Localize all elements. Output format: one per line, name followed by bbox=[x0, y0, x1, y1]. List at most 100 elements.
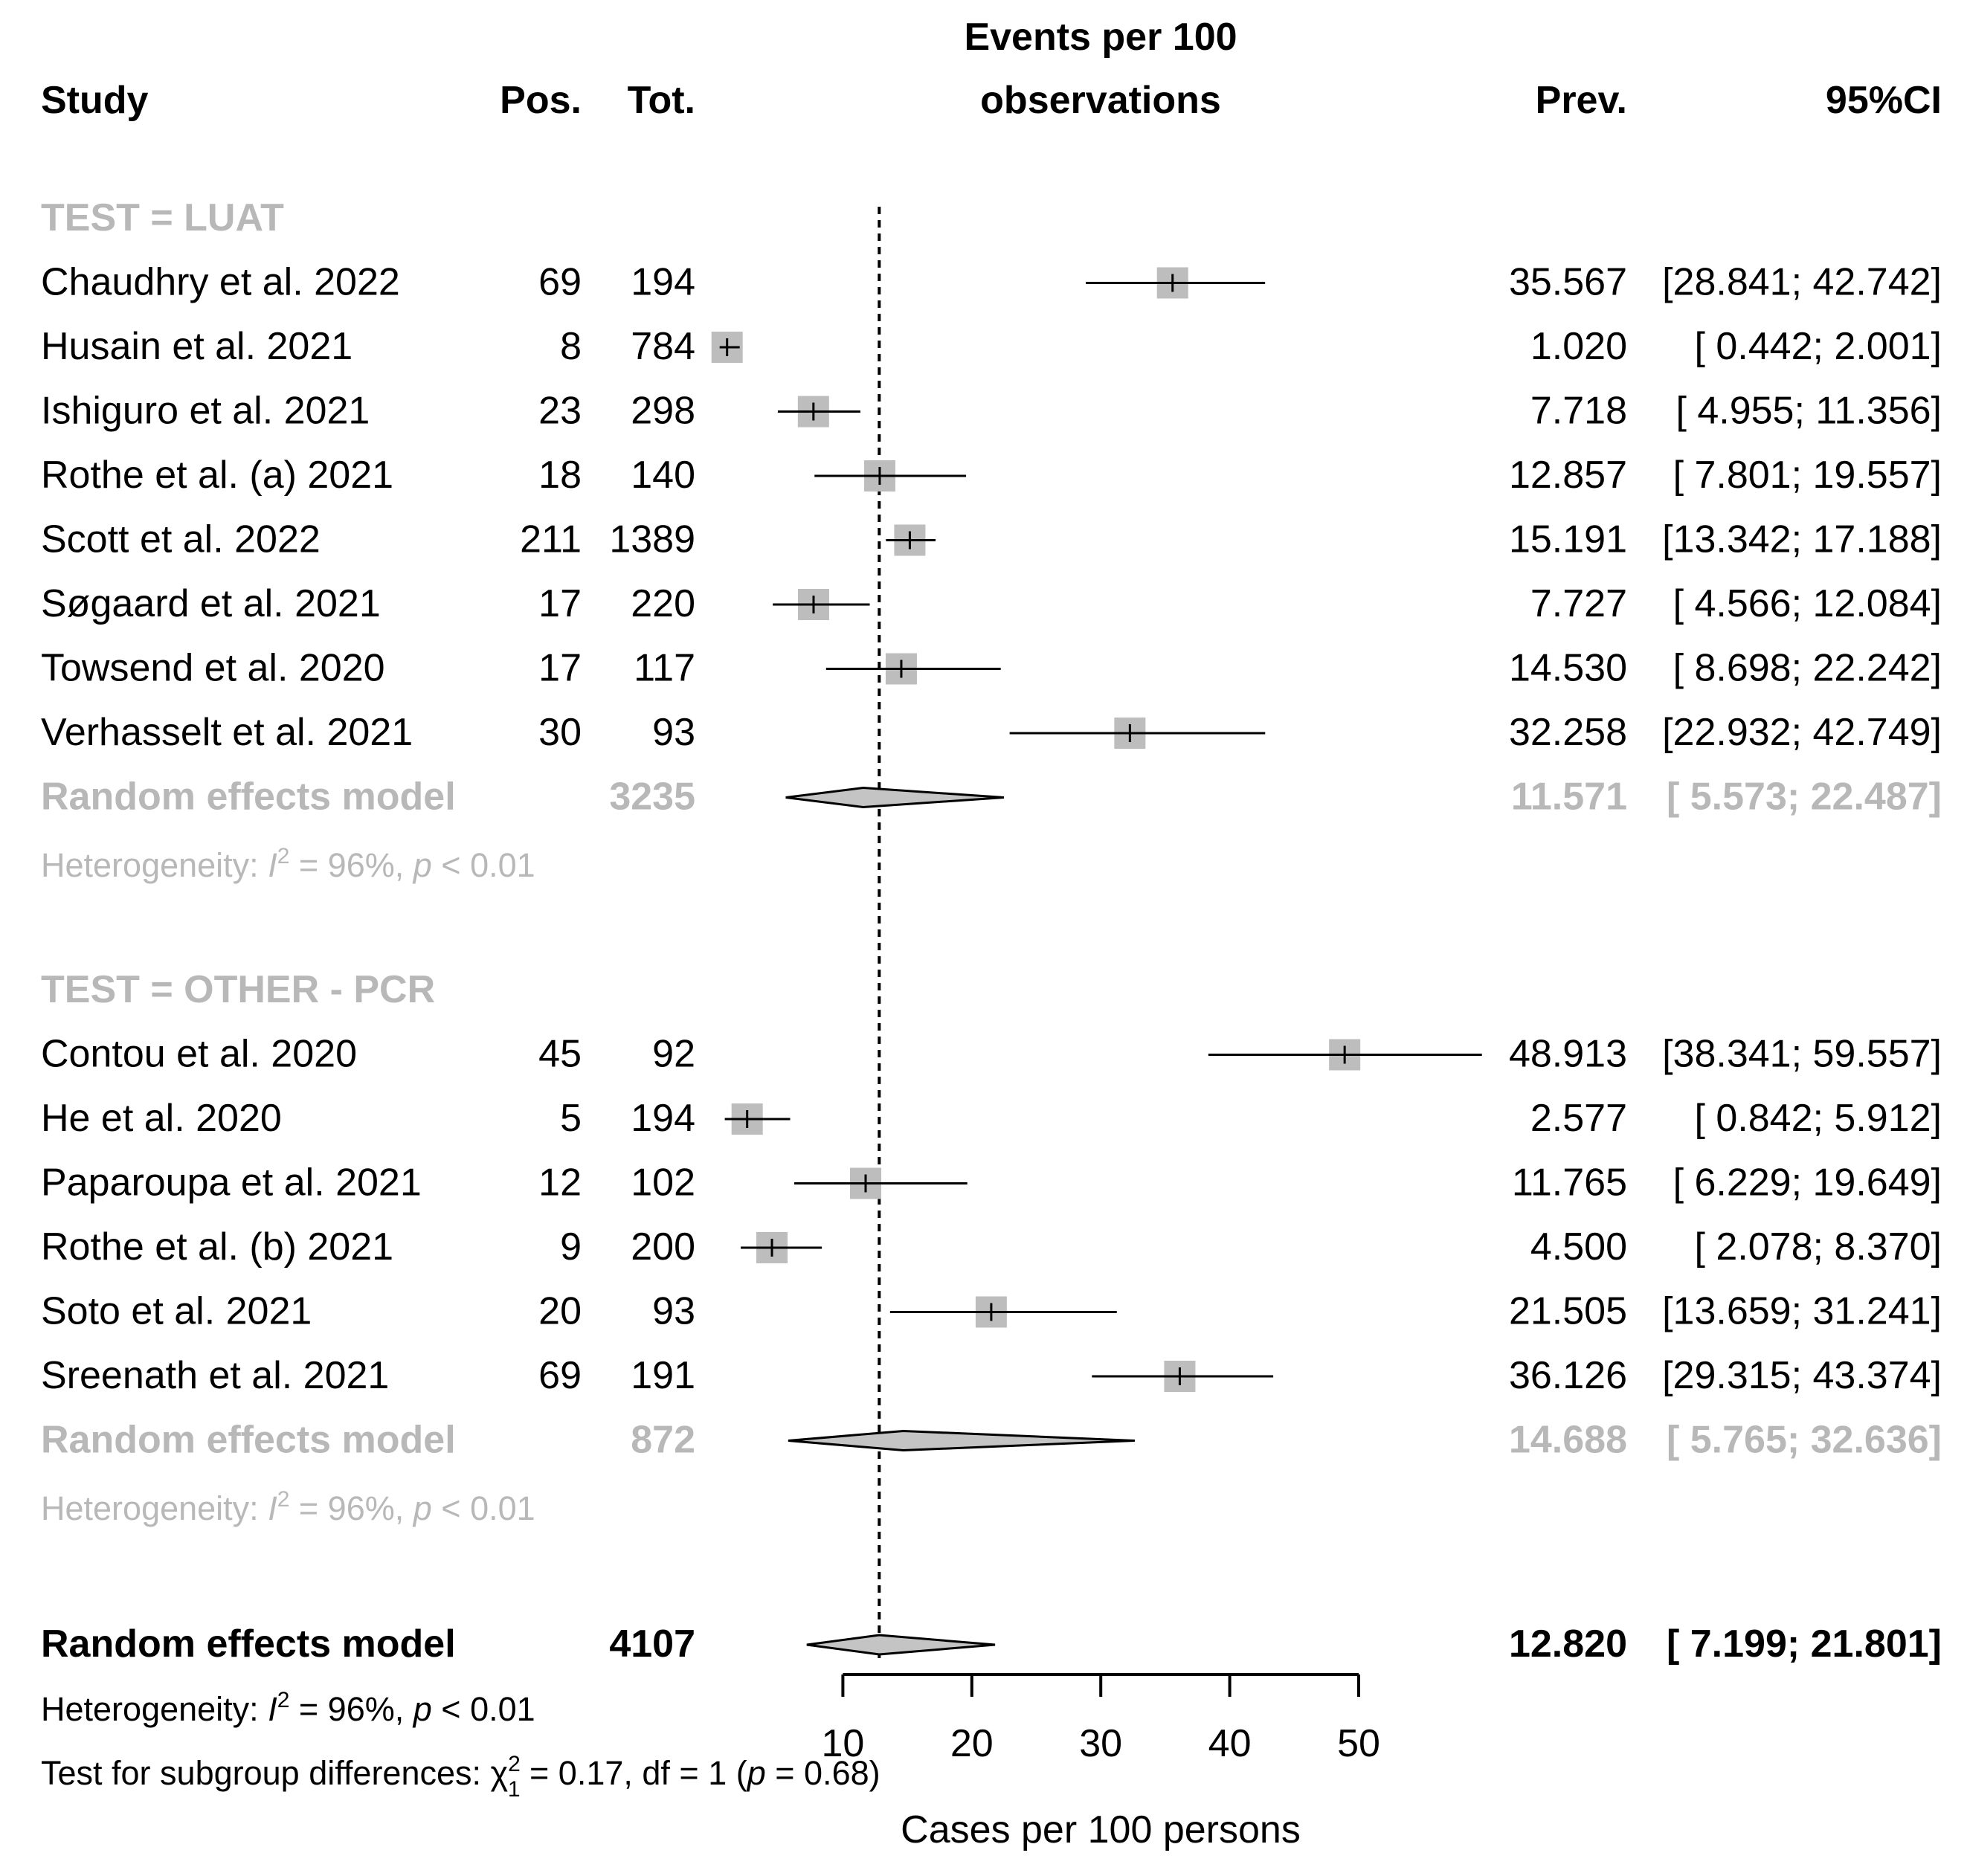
study-prev: 15.191 bbox=[1509, 518, 1627, 561]
header-ci: 95%CI bbox=[1826, 79, 1942, 122]
study-ci: [ 7.801; 19.557] bbox=[1673, 454, 1942, 497]
study-tot: 220 bbox=[631, 582, 695, 625]
header-plot-line2: observations bbox=[980, 79, 1221, 122]
study-prev: 32.258 bbox=[1509, 711, 1627, 754]
study-pos: 69 bbox=[538, 1354, 582, 1397]
study-prev: 21.505 bbox=[1509, 1290, 1627, 1333]
study-name: Ishiguro et al. 2021 bbox=[41, 390, 370, 433]
study-name: Rothe et al. (a) 2021 bbox=[41, 454, 393, 497]
study-prev: 7.718 bbox=[1530, 390, 1627, 433]
study-name: Chaudhry et al. 2022 bbox=[41, 261, 400, 304]
study-prev: 11.765 bbox=[1512, 1161, 1627, 1205]
study-tot: 200 bbox=[631, 1225, 695, 1269]
x-axis-tick-label: 30 bbox=[1079, 1722, 1122, 1765]
study-tot: 140 bbox=[631, 454, 695, 497]
subgroup-model-ci: [ 5.765; 32.636] bbox=[1667, 1419, 1942, 1462]
subgroup-label: TEST = LUAT bbox=[41, 196, 284, 239]
x-axis-tick-label: 50 bbox=[1337, 1722, 1380, 1765]
study-name: Verhasselt et al. 2021 bbox=[41, 711, 413, 754]
study-pos: 23 bbox=[538, 390, 582, 433]
study-prev: 36.126 bbox=[1509, 1354, 1627, 1397]
study-ci: [ 4.566; 12.084] bbox=[1673, 582, 1942, 625]
study-prev: 12.857 bbox=[1509, 454, 1627, 497]
study-pos: 69 bbox=[538, 261, 582, 304]
study-name: He et al. 2020 bbox=[41, 1097, 282, 1140]
subgroup-heterogeneity: Heterogeneity: I2 = 96%, p < 0.01 bbox=[41, 844, 535, 884]
study-tot: 102 bbox=[631, 1161, 695, 1205]
study-ci: [ 0.442; 2.001] bbox=[1695, 325, 1942, 368]
study-ci: [ 4.955; 11.356] bbox=[1675, 390, 1942, 433]
study-name: Sreenath et al. 2021 bbox=[41, 1354, 389, 1397]
subgroup-differences-test: Test for subgroup differences: χ2 1 = 0.1… bbox=[41, 1752, 881, 1802]
study-pos: 18 bbox=[538, 454, 582, 497]
overall-model-label: Random effects model bbox=[41, 1622, 456, 1666]
study-ci: [ 0.842; 5.912] bbox=[1695, 1097, 1942, 1140]
study-name: Søgaard et al. 2021 bbox=[41, 582, 381, 625]
x-axis-tick-label: 40 bbox=[1208, 1722, 1252, 1765]
study-name: Paparoupa et al. 2021 bbox=[41, 1161, 422, 1205]
study-name: Soto et al. 2021 bbox=[41, 1290, 312, 1333]
subgroup-model-tot: 872 bbox=[631, 1419, 695, 1462]
study-pos: 12 bbox=[538, 1161, 582, 1205]
subgroup-heterogeneity: Heterogeneity: I2 = 96%, p < 0.01 bbox=[41, 1487, 535, 1527]
study-prev: 35.567 bbox=[1509, 261, 1627, 304]
study-prev: 7.727 bbox=[1530, 582, 1627, 625]
study-ci: [28.841; 42.742] bbox=[1662, 261, 1942, 304]
x-axis-tick-label: 20 bbox=[950, 1722, 994, 1765]
subgroup-label: TEST = OTHER - PCR bbox=[41, 968, 435, 1011]
study-prev: 48.913 bbox=[1509, 1033, 1627, 1076]
study-ci: [ 2.078; 8.370] bbox=[1695, 1225, 1942, 1269]
x-axis-label: Cases per 100 persons bbox=[901, 1808, 1301, 1851]
overall-diamond bbox=[806, 1634, 996, 1656]
subgroup-model-ci: [ 5.573; 22.487] bbox=[1667, 776, 1942, 819]
study-tot: 1389 bbox=[609, 518, 695, 561]
subgroup-model-prev: 14.688 bbox=[1509, 1419, 1627, 1462]
subgroup-model-label: Random effects model bbox=[41, 1419, 456, 1462]
study-ci: [38.341; 59.557] bbox=[1662, 1033, 1942, 1076]
study-ci: [13.342; 17.188] bbox=[1662, 518, 1942, 561]
study-tot: 784 bbox=[631, 325, 695, 368]
study-tot: 194 bbox=[631, 261, 695, 304]
study-ci: [ 6.229; 19.649] bbox=[1673, 1161, 1942, 1205]
overall-model-tot: 4107 bbox=[609, 1622, 695, 1666]
study-name: Rothe et al. (b) 2021 bbox=[41, 1225, 393, 1269]
study-tot: 298 bbox=[631, 390, 695, 433]
study-pos: 30 bbox=[538, 711, 582, 754]
subgroup-model-tot: 3235 bbox=[609, 776, 695, 819]
study-name: Scott et al. 2022 bbox=[41, 518, 321, 561]
study-prev: 1.020 bbox=[1530, 325, 1627, 368]
subgroup-diamond bbox=[785, 786, 1005, 809]
study-pos: 45 bbox=[538, 1033, 582, 1076]
study-name: Contou et al. 2020 bbox=[41, 1033, 357, 1076]
header-prev: Prev. bbox=[1536, 79, 1627, 122]
overall-model-prev: 12.820 bbox=[1509, 1622, 1627, 1666]
study-pos: 9 bbox=[560, 1225, 582, 1269]
study-pos: 17 bbox=[538, 582, 582, 625]
study-ci: [13.659; 31.241] bbox=[1662, 1290, 1942, 1333]
study-ci: [22.932; 42.749] bbox=[1662, 711, 1942, 754]
study-tot: 191 bbox=[631, 1354, 695, 1397]
study-pos: 8 bbox=[560, 325, 582, 368]
study-tot: 93 bbox=[652, 1290, 695, 1333]
header-study: Study bbox=[41, 79, 149, 122]
study-tot: 93 bbox=[652, 711, 695, 754]
x-axis-tick-label: 10 bbox=[821, 1722, 864, 1765]
study-tot: 194 bbox=[631, 1097, 695, 1140]
study-prev: 14.530 bbox=[1509, 647, 1627, 690]
study-tot: 117 bbox=[634, 647, 695, 690]
subgroup-model-label: Random effects model bbox=[41, 776, 456, 819]
header-plot-line1: Events per 100 bbox=[964, 16, 1237, 59]
subgroup-diamond bbox=[788, 1429, 1135, 1452]
study-pos: 211 bbox=[520, 518, 582, 561]
study-ci: [ 8.698; 22.242] bbox=[1673, 647, 1942, 690]
study-ci: [29.315; 43.374] bbox=[1662, 1354, 1942, 1397]
header-pos: Pos. bbox=[500, 79, 582, 122]
overall-model-ci: [ 7.199; 21.801] bbox=[1667, 1622, 1942, 1666]
header-tot: Tot. bbox=[628, 79, 695, 122]
overall-heterogeneity: Heterogeneity: I2 = 96%, p < 0.01 bbox=[41, 1688, 535, 1728]
study-name: Husain et al. 2021 bbox=[41, 325, 352, 368]
study-pos: 20 bbox=[538, 1290, 582, 1333]
study-prev: 4.500 bbox=[1530, 1225, 1627, 1269]
study-tot: 92 bbox=[652, 1033, 695, 1076]
